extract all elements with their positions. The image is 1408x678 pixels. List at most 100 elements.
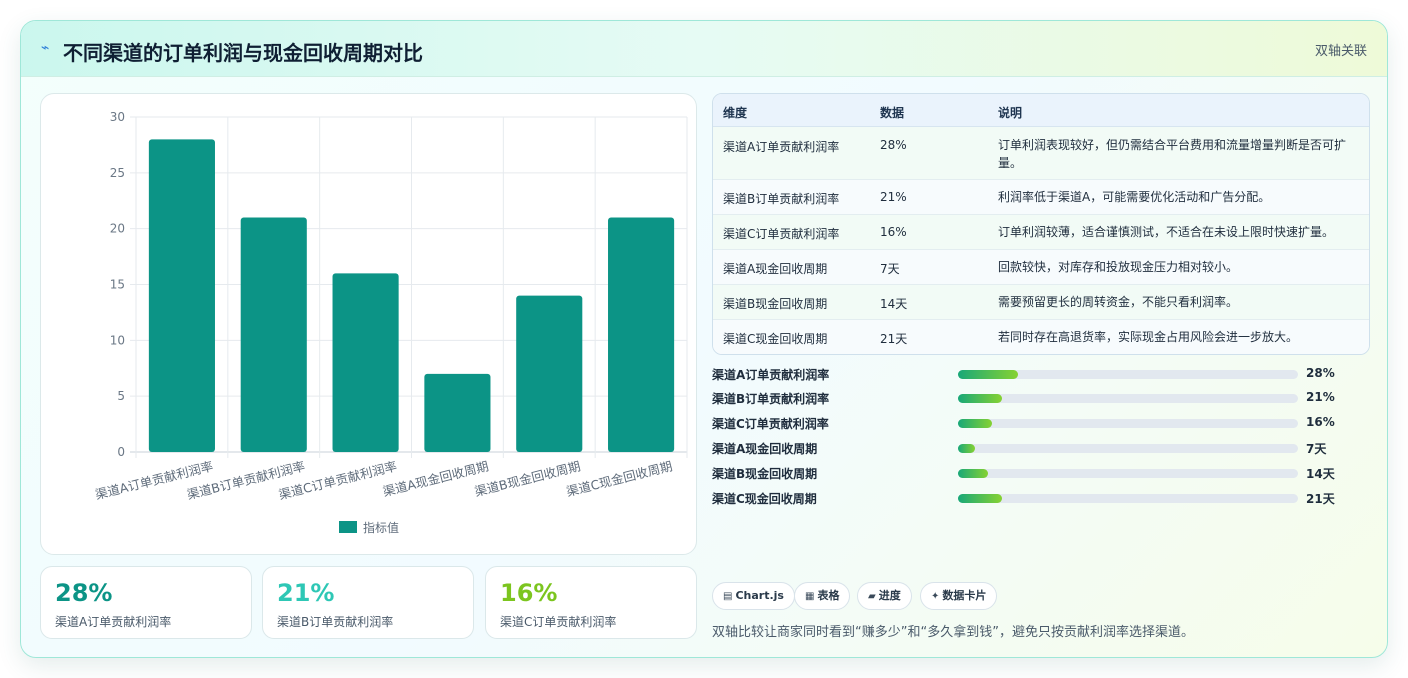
bar-chart-panel: 0 5 10 15 20 25 30 渠道A订单贡献利润率 渠道B订单贡献利润率 渠道C订单贡献利…: [40, 93, 697, 555]
card-header: ⌁ 不同渠道的订单利润与现金回收周期对比 双轴关联: [21, 21, 1387, 77]
cell-data: 14天: [880, 297, 908, 311]
table-header: 维度 数据 说明: [713, 94, 1369, 127]
bar-chart: 051015202530渠道A订单贡献利润率渠道B订单贡献利润率渠道C订单贡献利…: [94, 110, 688, 535]
kpi-card: 16% 渠道C订单贡献利润率: [485, 566, 697, 639]
progress-track: [958, 444, 1298, 453]
summary-note: 双轴比较让商家同时看到“赚多少”和“多久拿到钱”，避免只按贡献利润率选择渠道。: [712, 625, 1194, 640]
cell-dimension: 渠道B现金回收周期: [723, 297, 828, 311]
bar: [424, 373, 491, 452]
progress-icon: ▰: [868, 591, 876, 602]
kpi-card: 21% 渠道B订单贡献利润率: [262, 566, 474, 639]
chip-label: 进度: [878, 589, 901, 602]
bar: [332, 273, 399, 452]
y-tick-label: 0: [117, 445, 125, 459]
progress-track: [958, 370, 1298, 379]
progress-value: 21天: [1306, 492, 1335, 506]
progress-track: [958, 419, 1298, 428]
bar: [240, 217, 307, 452]
kpi-label: 渠道A订单贡献利润率: [55, 615, 172, 629]
y-tick-label: 10: [110, 333, 125, 347]
progress-label: 渠道A订单贡献利润率: [712, 368, 830, 382]
progress-value: 7天: [1306, 442, 1327, 456]
progress-row: 渠道C现金回收周期 21天: [712, 490, 1352, 506]
legend-swatch: [339, 521, 357, 533]
bar: [608, 217, 675, 452]
cell-dimension: 渠道B订单贡献利润率: [723, 192, 840, 206]
progress-value: 16%: [1306, 415, 1335, 429]
pulse-icon: ⌁: [41, 40, 50, 56]
progress-value: 21%: [1306, 390, 1335, 404]
kpi-value: 28%: [55, 579, 113, 607]
cell-dimension: 渠道A现金回收周期: [723, 262, 828, 276]
progress-value: 14天: [1306, 467, 1335, 481]
table-row: 渠道B订单贡献利润率 21% 利润率低于渠道A，可能需要优化活动和广告分配。: [713, 180, 1369, 215]
cell-data: 21天: [880, 332, 908, 346]
bar: [516, 295, 583, 452]
cell-description: 需要预留更长的周转资金，不能只看利润率。: [998, 295, 1239, 309]
column-header: 说明: [998, 106, 1023, 120]
progress-fill: [958, 469, 988, 478]
sparkle-icon: ✦: [931, 591, 940, 602]
progress-label: 渠道B现金回收周期: [712, 467, 818, 481]
y-tick-label: 5: [117, 389, 125, 403]
legend-label: 指标值: [363, 520, 399, 535]
progress-track: [958, 394, 1298, 403]
y-tick-label: 25: [110, 166, 125, 180]
progress-fill: [958, 419, 992, 428]
progress-value: 28%: [1306, 366, 1335, 380]
progress-track: [958, 494, 1298, 503]
progress-row: 渠道B现金回收周期 14天: [712, 465, 1352, 481]
progress-label: 渠道B订单贡献利润率: [712, 392, 830, 406]
cell-data: 21%: [880, 190, 907, 204]
cell-dimension: 渠道C订单贡献利润率: [723, 227, 840, 241]
cell-description: 订单利润表现较好，但仍需结合平台费用和流量增量判断是否可扩量。: [998, 138, 1347, 170]
progress-fill: [958, 370, 1018, 379]
kpi-card: 28% 渠道A订单贡献利润率: [40, 566, 252, 639]
chip-data-cards[interactable]: ✦ 数据卡片: [920, 582, 998, 610]
chip-table[interactable]: ▦ 表格: [794, 582, 851, 610]
table-row: 渠道A现金回收周期 7天 回款较快，对库存和投放现金压力相对较小。: [713, 250, 1369, 285]
table-row: 渠道C订单贡献利润率 16% 订单利润较薄，适合谨慎测试，不适合在未设上限时快速…: [713, 215, 1369, 250]
x-tick-label: 渠道C现金回收周期: [565, 458, 674, 499]
page-title: 不同渠道的订单利润与现金回收周期对比: [63, 41, 423, 65]
cell-description: 回款较快，对库存和投放现金压力相对较小。: [998, 260, 1239, 274]
kpi-label: 渠道C订单贡献利润率: [500, 615, 617, 629]
table-row: 渠道A订单贡献利润率 28% 订单利润表现较好，但仍需结合平台费用和流量增量判断…: [713, 127, 1369, 180]
progress-label: 渠道A现金回收周期: [712, 442, 818, 456]
progress-fill: [958, 444, 975, 453]
kpi-value: 21%: [277, 579, 335, 607]
x-tick-label: 渠道B现金回收周期: [473, 458, 582, 499]
progress-row: 渠道C订单贡献利润率 16%: [712, 415, 1352, 431]
y-tick-label: 20: [110, 222, 125, 236]
column-header: 维度: [723, 106, 748, 120]
cell-data: 16%: [880, 225, 907, 239]
header-tag: 双轴关联: [1314, 44, 1367, 59]
table-row: 渠道B现金回收周期 14天 需要预留更长的周转资金，不能只看利润率。: [713, 285, 1369, 320]
cell-description: 利润率低于渠道A，可能需要优化活动和广告分配。: [998, 190, 1271, 204]
y-tick-label: 15: [110, 278, 125, 292]
column-header: 数据: [880, 106, 905, 120]
table-row: 渠道C现金回收周期 21天 若同时存在高退货率，实际现金占用风险会进一步放大。: [713, 320, 1369, 354]
chip-chartjs[interactable]: ▤ Chart.js: [712, 582, 795, 610]
cell-data: 7天: [880, 262, 900, 276]
progress-row: 渠道B订单贡献利润率 21%: [712, 390, 1352, 406]
cell-data: 28%: [880, 138, 907, 152]
cell-dimension: 渠道A订单贡献利润率: [723, 140, 840, 154]
progress-row: 渠道A订单贡献利润率 28%: [712, 366, 1352, 382]
cell-description: 订单利润较薄，适合谨慎测试，不适合在未设上限时快速扩量。: [998, 225, 1335, 239]
x-tick-label: 渠道A现金回收周期: [381, 458, 490, 499]
progress-fill: [958, 394, 1003, 403]
cell-dimension: 渠道C现金回收周期: [723, 332, 828, 346]
chip-progress[interactable]: ▰ 进度: [857, 582, 912, 610]
data-table: 维度 数据 说明 渠道A订单贡献利润率 28% 订单利润表现较好，但仍需结合平台…: [712, 93, 1370, 355]
table-icon: ▦: [805, 591, 815, 602]
kpi-label: 渠道B订单贡献利润率: [277, 615, 394, 629]
kpi-value: 16%: [500, 579, 558, 607]
chip-label: 数据卡片: [942, 589, 987, 602]
progress-label: 渠道C订单贡献利润率: [712, 417, 829, 431]
cell-description: 若同时存在高退货率，实际现金占用风险会进一步放大。: [998, 330, 1299, 344]
y-tick-label: 30: [110, 110, 125, 124]
progress-label: 渠道C现金回收周期: [712, 492, 817, 506]
progress-fill: [958, 494, 1003, 503]
chart-icon: ▤: [723, 591, 733, 602]
